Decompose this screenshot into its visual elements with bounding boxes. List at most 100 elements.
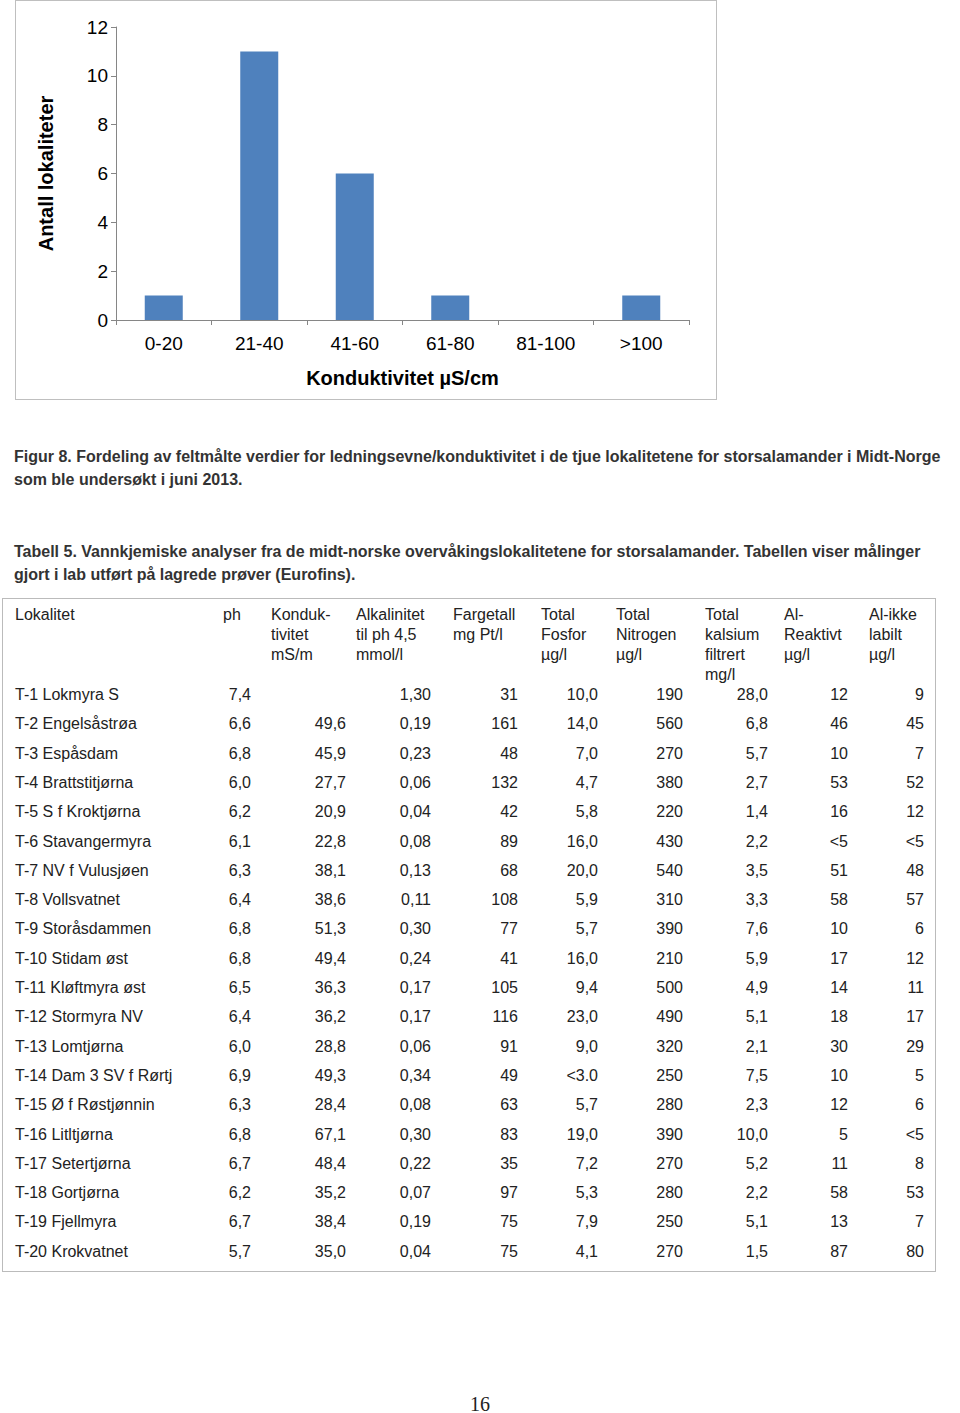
html-text:T-4 Brattstitjørna: T-4 Brattstitjørna <box>15 773 134 791</box>
html-text:14,0: 14,0 <box>566 715 598 733</box>
html-text:Fargetall mg Pt/l: Fargetall mg Pt/l <box>453 606 516 643</box>
svg-text:8: 8 <box>97 114 108 135</box>
html-text:270: 270 <box>656 744 683 762</box>
html-text:2,7: 2,7 <box>745 773 768 791</box>
svg-text:6: 6 <box>97 163 108 184</box>
html-text:3,5: 3,5 <box>745 861 768 879</box>
html-text:<5: <5 <box>829 832 848 850</box>
html-text:Alkalinitet til ph 4,5 mmol/l: Alkalinitet til ph 4,5 mmol/l <box>356 606 425 663</box>
html-text:T-2 Engelsåstrøa: T-2 Engelsåstrøa <box>15 715 137 733</box>
html-text:68: 68 <box>500 861 518 879</box>
html-text:560: 560 <box>656 715 683 733</box>
html-text:51: 51 <box>830 861 848 879</box>
html-text:6,0: 6,0 <box>228 773 251 791</box>
html-text:430: 430 <box>656 832 683 850</box>
svg-text:4: 4 <box>97 212 108 233</box>
html-text:Figur 8. Fordeling av feltmålt: Figur 8. Fordeling av feltmålte verdier … <box>14 448 941 488</box>
html-text:58: 58 <box>830 891 848 909</box>
svg-text:2: 2 <box>97 261 108 282</box>
html-text:20,0: 20,0 <box>566 861 598 879</box>
html-text:2,2: 2,2 <box>745 832 768 850</box>
html-text:1,4: 1,4 <box>745 803 768 821</box>
html-text:5,9: 5,9 <box>575 891 598 909</box>
html-text:T-7 NV f Vulusjøen: T-7 NV f Vulusjøen <box>15 861 149 879</box>
html-text:T-6 Stavangermyra: T-6 Stavangermyra <box>15 832 152 850</box>
html-text:0,08: 0,08 <box>399 832 431 850</box>
html-text:6,6: 6,6 <box>228 715 251 733</box>
svg-text:81-100: 81-100 <box>516 333 575 354</box>
html-text:42: 42 <box>500 803 518 821</box>
html-text:132: 132 <box>491 773 518 791</box>
html-text:Total kalsium filtrert mg/l: Total kalsium filtrert mg/l <box>705 606 760 683</box>
html-text:45: 45 <box>906 715 924 733</box>
html-text:0,19: 0,19 <box>399 715 431 733</box>
html-text:161: 161 <box>491 715 518 733</box>
html-text:Total Nitrogen µg/l: Total Nitrogen µg/l <box>616 606 677 663</box>
svg-text:Konduktivitet µS/cm: Konduktivitet µS/cm <box>306 367 499 389</box>
html-text:46: 46 <box>830 715 848 733</box>
html-text:5,8: 5,8 <box>575 803 598 821</box>
html-text:6,4: 6,4 <box>228 891 251 909</box>
html-text:0,23: 0,23 <box>399 744 431 762</box>
html-text:53: 53 <box>830 773 848 791</box>
html-text:380: 380 <box>656 773 683 791</box>
html-text:16,0: 16,0 <box>566 832 598 850</box>
html-text:6,1: 6,1 <box>228 832 251 850</box>
svg-text:>100: >100 <box>620 333 663 354</box>
html-text:38,1: 38,1 <box>314 861 346 879</box>
html-text:220: 220 <box>656 803 683 821</box>
html-text:7,0: 7,0 <box>575 744 598 762</box>
html-text:6,8: 6,8 <box>228 744 251 762</box>
html-text:20,9: 20,9 <box>314 803 346 821</box>
html-text:22,8: 22,8 <box>314 832 346 850</box>
html-text:3,3: 3,3 <box>745 891 768 909</box>
html-text:Konduk- tivitet mS/m: Konduk- tivitet mS/m <box>271 606 331 663</box>
svg-text:61-80: 61-80 <box>426 333 475 354</box>
svg-text:41-60: 41-60 <box>330 333 379 354</box>
html-text:0,06: 0,06 <box>399 773 431 791</box>
html-text:Al-ikke labilt µg/l: Al-ikke labilt µg/l <box>869 606 917 663</box>
html-text:5,7: 5,7 <box>745 744 768 762</box>
html-text:4,7: 4,7 <box>575 773 598 791</box>
html-text:38,6: 38,6 <box>314 891 346 909</box>
svg-text:21-40: 21-40 <box>235 333 284 354</box>
svg-text:0-20: 0-20 <box>145 333 183 354</box>
html-text:16: 16 <box>830 803 848 821</box>
html-text:6,2: 6,2 <box>228 803 251 821</box>
html-text:77: 77 <box>500 920 518 938</box>
html-text:12: 12 <box>906 803 924 821</box>
html-text:45,9: 45,9 <box>314 744 346 762</box>
html-text:540: 540 <box>656 861 683 879</box>
html-text:57: 57 <box>906 891 924 909</box>
html-text:5,7: 5,7 <box>575 920 598 938</box>
html-text:<5: <5 <box>905 832 924 850</box>
svg-text:10: 10 <box>87 65 108 86</box>
html-text:0,11: 0,11 <box>401 891 431 909</box>
html-text:0,30: 0,30 <box>399 920 431 938</box>
svg-text:0: 0 <box>97 310 108 331</box>
html-text:Al- Reaktivt µg/l: Al- Reaktivt µg/l <box>784 606 842 663</box>
html-text:6,3: 6,3 <box>228 861 251 879</box>
html-text:48: 48 <box>906 861 924 879</box>
html-text:0,04: 0,04 <box>399 803 431 821</box>
html-text:48: 48 <box>500 744 518 762</box>
html-text:6,8: 6,8 <box>228 920 251 938</box>
html-text:27,7: 27,7 <box>314 773 346 791</box>
svg-text:12: 12 <box>87 17 108 38</box>
html-text:0,13: 0,13 <box>399 861 431 879</box>
html-text:310: 310 <box>656 891 683 909</box>
html-text:49,6: 49,6 <box>314 715 346 733</box>
html-text:Tabell 5. Vannkjemiske analyse: Tabell 5. Vannkjemiske analyser fra de m… <box>14 543 921 583</box>
html-text:10: 10 <box>830 744 848 762</box>
html-text:108: 108 <box>491 891 518 909</box>
html-text:T-9 Storåsdammen: T-9 Storåsdammen <box>15 920 152 938</box>
html-text:T-5 S f Kroktjørna: T-5 S f Kroktjørna <box>15 803 141 821</box>
html-text:51,3: 51,3 <box>314 920 346 938</box>
html-text:T-3 Espåsdam: T-3 Espåsdam <box>15 744 119 762</box>
html-text:89: 89 <box>500 832 518 850</box>
html-text:6,8: 6,8 <box>745 715 768 733</box>
html-text:T-8 Vollsvatnet: T-8 Vollsvatnet <box>15 891 120 909</box>
html-text:Total Fosfor µg/l: Total Fosfor µg/l <box>541 606 587 663</box>
html-text:52: 52 <box>906 773 924 791</box>
svg-text:Antall lokaliteter: Antall lokaliteter <box>35 95 57 251</box>
